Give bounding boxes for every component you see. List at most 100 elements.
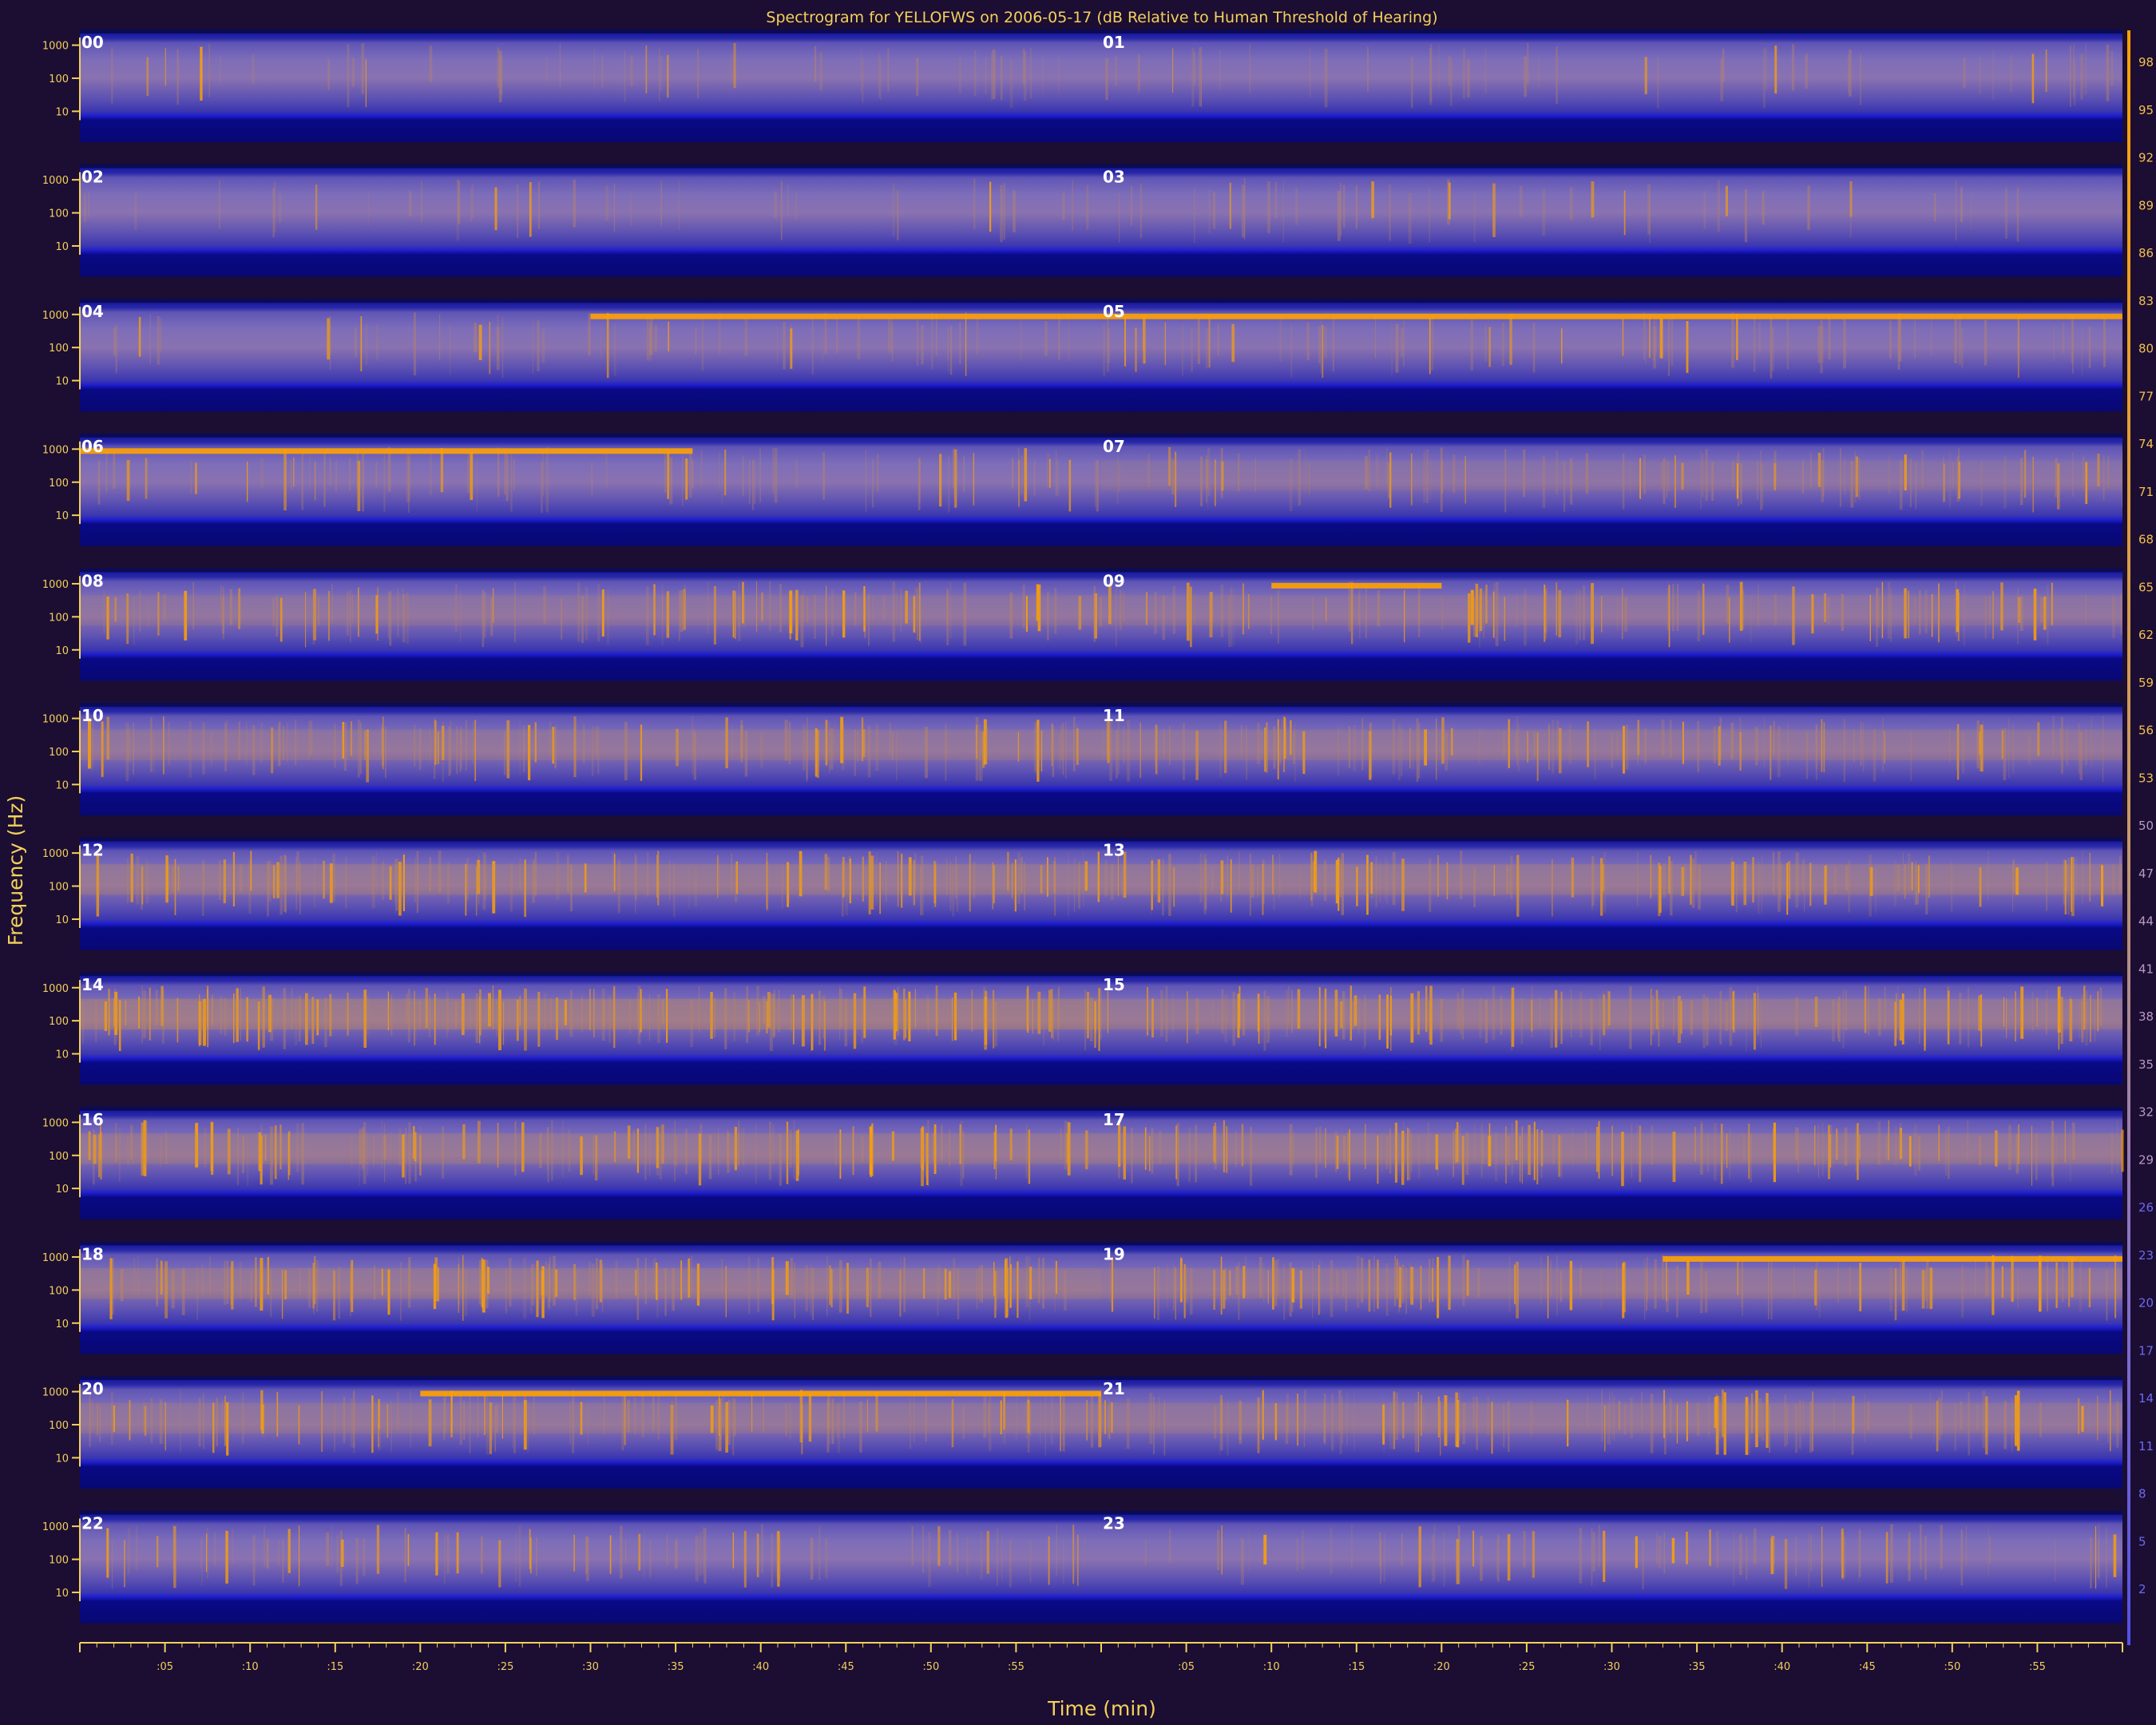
hour-label: 17 bbox=[1103, 1110, 1125, 1129]
activity-streak bbox=[601, 989, 605, 1041]
activity-streak bbox=[839, 986, 841, 1041]
activity-streak bbox=[1425, 985, 1428, 1033]
hour-label: 12 bbox=[81, 841, 104, 860]
activity-streak bbox=[2019, 596, 2023, 631]
activity-streak bbox=[1899, 999, 1903, 1041]
activity-streak bbox=[1337, 190, 1341, 241]
activity-streak bbox=[1742, 1132, 1746, 1163]
activity-streak bbox=[988, 1403, 990, 1431]
activity-streak bbox=[1105, 58, 1108, 101]
activity-streak bbox=[2040, 597, 2043, 623]
activity-streak bbox=[203, 1392, 204, 1449]
activity-streak bbox=[1774, 46, 1778, 94]
activity-streak bbox=[1787, 723, 1789, 765]
activity-streak bbox=[414, 1132, 417, 1162]
activity-streak bbox=[1644, 57, 1647, 94]
activity-streak bbox=[482, 1259, 485, 1313]
activity-streak bbox=[1408, 192, 1412, 244]
activity-streak bbox=[2001, 1266, 2003, 1298]
activity-streak bbox=[1843, 1537, 1846, 1577]
activity-streak bbox=[612, 851, 616, 893]
activity-streak bbox=[650, 317, 653, 355]
activity-streak bbox=[1084, 1130, 1088, 1170]
activity-streak bbox=[1397, 724, 1401, 781]
activity-streak bbox=[1309, 48, 1311, 97]
activity-streak bbox=[1191, 327, 1193, 373]
activity-streak bbox=[1556, 46, 1558, 104]
activity-streak bbox=[624, 50, 626, 102]
activity-streak bbox=[1097, 851, 1100, 902]
activity-streak bbox=[1430, 453, 1432, 501]
activity-streak bbox=[1438, 44, 1440, 89]
activity-streak bbox=[367, 995, 369, 1035]
activity-streak bbox=[644, 1124, 647, 1180]
color-scale-label: 74 bbox=[2138, 437, 2154, 451]
activity-streak bbox=[1155, 724, 1158, 775]
activity-streak bbox=[1426, 1122, 1430, 1164]
activity-streak bbox=[1137, 54, 1141, 93]
activity-streak bbox=[2107, 1402, 2109, 1443]
activity-streak bbox=[982, 731, 985, 768]
activity-streak bbox=[309, 720, 313, 755]
activity-streak bbox=[446, 1533, 450, 1574]
panel-top-edge bbox=[80, 568, 2122, 573]
activity-streak bbox=[810, 1263, 812, 1316]
activity-streak bbox=[365, 59, 367, 108]
activity-streak bbox=[1457, 1124, 1461, 1165]
hour-05-activity bbox=[1103, 312, 2106, 379]
activity-streak bbox=[1867, 1401, 1870, 1431]
activity-streak bbox=[973, 178, 976, 230]
activity-streak bbox=[661, 1124, 664, 1164]
activity-streak bbox=[1228, 595, 1231, 648]
activity-streak bbox=[329, 323, 331, 370]
activity-streak bbox=[1098, 988, 1100, 1051]
activity-streak bbox=[732, 1398, 735, 1456]
activity-streak bbox=[386, 1404, 389, 1438]
activity-streak bbox=[875, 853, 878, 906]
activity-streak bbox=[143, 1120, 147, 1176]
activity-streak bbox=[514, 582, 516, 642]
x-axis-label: Time (min) bbox=[1047, 1697, 1156, 1720]
activity-streak bbox=[1594, 731, 1596, 779]
activity-streak bbox=[406, 593, 410, 644]
activity-streak bbox=[1472, 597, 1476, 637]
activity-streak bbox=[1389, 184, 1391, 241]
activity-streak bbox=[250, 851, 252, 891]
activity-streak bbox=[315, 1260, 319, 1312]
activity-streak bbox=[1403, 321, 1405, 367]
activity-streak bbox=[1802, 1401, 1805, 1435]
activity-streak bbox=[1773, 1122, 1776, 1183]
activity-streak bbox=[1516, 1261, 1519, 1319]
activity-streak bbox=[260, 1258, 264, 1311]
activity-streak bbox=[680, 589, 684, 632]
activity-streak bbox=[1285, 1404, 1289, 1444]
activity-streak bbox=[1897, 985, 1899, 1041]
activity-streak bbox=[808, 1394, 812, 1442]
activity-streak bbox=[692, 716, 694, 775]
activity-streak bbox=[262, 986, 265, 1048]
activity-streak bbox=[632, 1129, 636, 1162]
activity-streak bbox=[1840, 1530, 1842, 1564]
activity-streak bbox=[1713, 726, 1716, 763]
activity-streak bbox=[1738, 451, 1740, 506]
activity-streak bbox=[1365, 455, 1368, 490]
activity-streak bbox=[95, 1000, 97, 1043]
activity-streak bbox=[917, 458, 921, 510]
activity-streak bbox=[1528, 1124, 1531, 1175]
activity-streak bbox=[1156, 859, 1159, 902]
activity-streak bbox=[1173, 866, 1175, 897]
activity-streak bbox=[1873, 729, 1877, 782]
color-scale-label: 68 bbox=[2138, 533, 2154, 547]
activity-streak bbox=[225, 1530, 228, 1584]
activity-streak bbox=[818, 1526, 821, 1580]
activity-streak bbox=[290, 460, 292, 490]
activity-streak bbox=[1527, 42, 1529, 85]
activity-streak bbox=[1750, 594, 1752, 642]
activity-streak bbox=[1027, 1399, 1030, 1434]
activity-streak bbox=[283, 449, 287, 511]
activity-streak bbox=[1766, 1393, 1769, 1449]
activity-streak bbox=[1766, 46, 1767, 90]
activity-streak bbox=[1718, 726, 1721, 766]
activity-streak bbox=[1940, 1525, 1943, 1569]
activity-streak bbox=[350, 721, 353, 756]
